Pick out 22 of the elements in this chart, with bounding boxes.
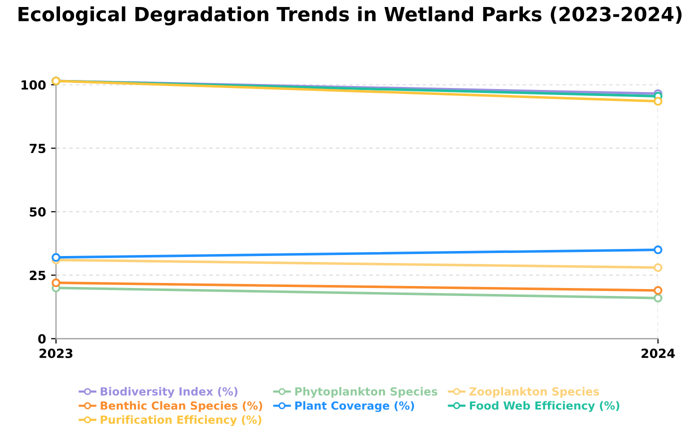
legend-label: Food Web Efficiency (%) [470, 401, 620, 412]
legend-label: Purification Efficiency (%) [100, 415, 262, 426]
y-tick-label: 100 [22, 80, 46, 90]
y-tick-label: 25 [30, 270, 46, 280]
y-tick-label: 75 [30, 144, 46, 154]
legend-label: Benthic Clean Species (%) [100, 401, 262, 412]
legend-label: Phytoplankton Species [295, 387, 438, 398]
x-tick-label: 2023 [40, 348, 72, 358]
y-tick-label: 50 [30, 207, 46, 217]
x-tick-label: 2024 [642, 348, 675, 358]
point [654, 294, 662, 302]
chart-title: Ecological Degradation Trends in Wetland Parks (2023-2024) [18, 6, 682, 26]
point [52, 278, 60, 288]
y-tick-label: 0 [38, 334, 46, 344]
point [654, 263, 662, 272]
legend-label: Zooplankton Species [469, 387, 600, 398]
point [654, 96, 662, 106]
point [654, 245, 662, 254]
legend-label: Biodiversity Index (%) [100, 387, 238, 398]
point [654, 286, 662, 295]
point [52, 253, 60, 262]
legend-label: Plant Coverage (%) [295, 401, 414, 412]
